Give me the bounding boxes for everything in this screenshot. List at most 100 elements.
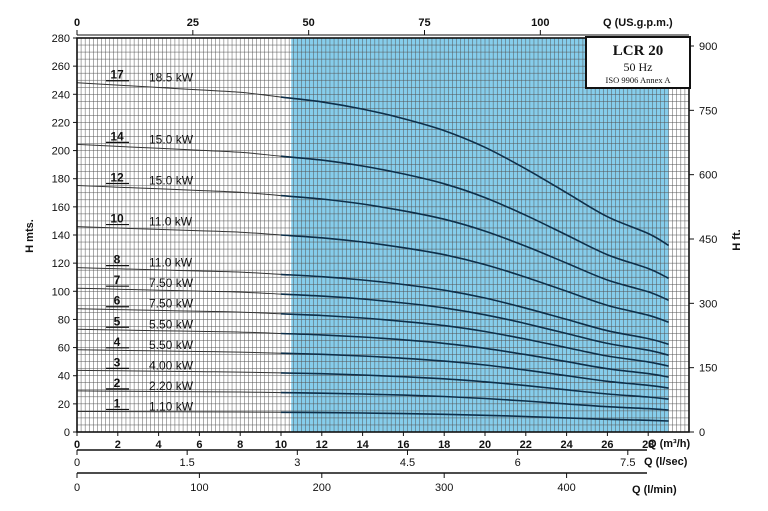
right-tick-label: 450 bbox=[699, 234, 717, 246]
y-tick-label: 140 bbox=[52, 230, 70, 242]
stage-label: 14 bbox=[110, 129, 124, 143]
x-tick-label: 4 bbox=[156, 439, 163, 451]
top-tick-label: 0 bbox=[74, 17, 80, 29]
lpm-tick-label: 100 bbox=[190, 482, 208, 494]
chart-standard: ISO 9906 Annex A bbox=[606, 75, 672, 85]
lps-tick-label: 1.5 bbox=[180, 457, 195, 469]
y-tick-label: 20 bbox=[58, 399, 70, 411]
stage-label: 17 bbox=[110, 68, 124, 82]
right-axis-title: H ft. bbox=[731, 229, 743, 250]
power-label: 15.0 kW bbox=[149, 132, 194, 146]
x-tick-label: 8 bbox=[237, 439, 243, 451]
x-tick-label: 16 bbox=[397, 439, 409, 451]
curve-stage-7 bbox=[280, 293, 669, 356]
lps-tick-label: 4.5 bbox=[400, 457, 415, 469]
chart-title: LCR 20 bbox=[613, 43, 663, 59]
stage-label: 6 bbox=[114, 294, 121, 308]
curve-stage-8 bbox=[280, 273, 669, 345]
power-label: 11.0 kW bbox=[149, 256, 193, 270]
right-tick-label: 300 bbox=[699, 298, 717, 310]
chart-subtitle: 50 Hz bbox=[624, 60, 653, 74]
stage-label: 10 bbox=[110, 212, 124, 226]
x-tick-label: 22 bbox=[520, 439, 532, 451]
stage-label: 12 bbox=[110, 170, 124, 184]
y-tick-label: 260 bbox=[52, 61, 70, 73]
x-tick-label: 14 bbox=[356, 439, 369, 451]
top-tick-label: 100 bbox=[531, 17, 549, 29]
y-tick-label: 200 bbox=[52, 146, 70, 158]
x-tick-label: 24 bbox=[560, 439, 573, 451]
top-tick-label: 75 bbox=[418, 17, 430, 29]
power-label: 5.50 kW bbox=[149, 338, 194, 352]
x-tick-label: 20 bbox=[479, 439, 491, 451]
x-tick-label: 6 bbox=[196, 439, 202, 451]
y-tick-label: 120 bbox=[52, 258, 70, 270]
lps-tick-label: 0 bbox=[74, 457, 80, 469]
right-tick-label: 600 bbox=[699, 170, 717, 182]
power-label: 18.5 kW bbox=[149, 71, 194, 85]
stage-label: 7 bbox=[114, 273, 121, 287]
y-tick-label: 0 bbox=[64, 427, 70, 439]
curve-labels: 1 1.10 kW 2 2.20 kW 3 4.00 kW 4 5.50 kW 5 5.50 kW… bbox=[106, 68, 194, 413]
y-tick-label: 160 bbox=[52, 202, 70, 214]
curve-stage-5 bbox=[280, 332, 669, 378]
power-label: 11.0 kW bbox=[149, 215, 193, 229]
y-tick-label: 100 bbox=[52, 286, 70, 298]
lps-tick-label: 7.5 bbox=[620, 457, 635, 469]
power-label: 7.50 kW bbox=[149, 276, 194, 290]
right-tick-label: 900 bbox=[699, 41, 717, 53]
power-label: 7.50 kW bbox=[149, 297, 194, 311]
stage-label: 5 bbox=[114, 314, 121, 328]
x-tick-label: 0 bbox=[74, 439, 80, 451]
power-label: 4.00 kW bbox=[149, 358, 194, 372]
curve-stage-2 bbox=[280, 391, 669, 411]
y-tick-label: 180 bbox=[52, 174, 70, 186]
y-tick-label: 280 bbox=[52, 33, 70, 45]
curve-stage-10 bbox=[280, 234, 669, 323]
curves bbox=[76, 82, 670, 422]
curve-stage-6 bbox=[280, 313, 669, 367]
lps-axis-title: Q (l/sec) bbox=[644, 456, 688, 468]
lpm-tick-label: 200 bbox=[313, 482, 331, 494]
y-tick-label: 220 bbox=[52, 117, 70, 129]
right-tick-label: 0 bbox=[699, 427, 705, 439]
lpm-axis-title: Q (l/min) bbox=[632, 484, 677, 496]
lpm-tick-label: 400 bbox=[557, 482, 575, 494]
y-tick-label: 80 bbox=[58, 314, 70, 326]
curve-stage-12 bbox=[280, 194, 669, 302]
stage-label: 1 bbox=[114, 396, 121, 410]
title-box: LCR 20 50 Hz ISO 9906 Annex A bbox=[585, 36, 691, 89]
curve-stage-17 bbox=[280, 96, 670, 247]
power-label: 5.50 kW bbox=[149, 317, 194, 331]
right-tick-label: 750 bbox=[699, 105, 717, 117]
y-axis-title: H mts. bbox=[24, 219, 36, 253]
x-axis-title: Q (m³/h) bbox=[648, 438, 690, 450]
y-tick-label: 240 bbox=[52, 89, 70, 101]
lpm-tick-label: 300 bbox=[435, 482, 453, 494]
right-tick-label: 150 bbox=[699, 363, 717, 375]
x-tick-label: 28 bbox=[642, 439, 654, 451]
curve-stage-4 bbox=[280, 352, 669, 389]
x-tick-label: 10 bbox=[275, 439, 287, 451]
stage-label: 2 bbox=[114, 376, 121, 390]
y-tick-label: 40 bbox=[58, 371, 70, 383]
x-tick-label: 2 bbox=[115, 439, 121, 451]
lps-tick-label: 3 bbox=[294, 457, 300, 469]
top-tick-label: 25 bbox=[187, 17, 199, 29]
axes: 0 2 4 6 8 10 12 14 16 18 20 22 24 26 28020406080100120… bbox=[52, 17, 718, 494]
power-label: 1.10 kW bbox=[149, 399, 194, 413]
curve-stage-14 bbox=[280, 155, 669, 280]
top-tick-label: 50 bbox=[303, 17, 315, 29]
grid bbox=[76, 37, 690, 433]
stage-label: 3 bbox=[114, 355, 121, 369]
stage-label: 4 bbox=[114, 335, 121, 349]
curve-stage-3 bbox=[280, 372, 669, 400]
x-tick-label: 18 bbox=[438, 439, 450, 451]
power-label: 2.20 kW bbox=[149, 379, 194, 393]
lps-tick-label: 6 bbox=[515, 457, 521, 469]
curve-stage-1 bbox=[280, 411, 669, 422]
x-tick-label: 12 bbox=[316, 439, 328, 451]
y-tick-label: 60 bbox=[58, 343, 70, 355]
top-axis-title: Q (US.g.p.m.) bbox=[603, 17, 673, 29]
